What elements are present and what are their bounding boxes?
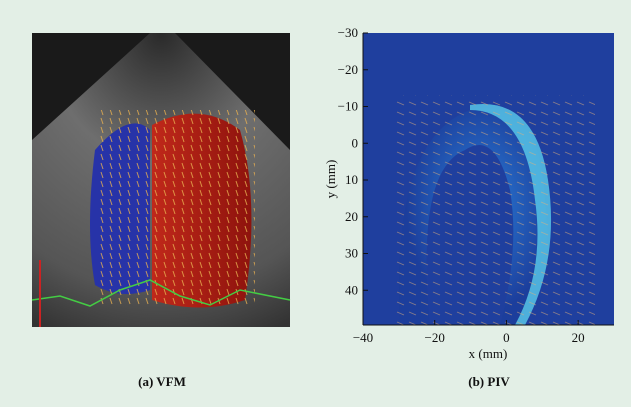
y-tick-label: −20 xyxy=(338,62,358,77)
caption: (b) PIV xyxy=(468,374,510,389)
x-tick-label: −40 xyxy=(353,330,373,345)
y-axis-label: y (mm) xyxy=(323,160,338,199)
vfm-image xyxy=(31,33,291,327)
caption: (a) VFM xyxy=(138,374,186,389)
y-tick-label: −10 xyxy=(338,99,358,114)
x-tick-label: 20 xyxy=(572,330,585,345)
y-tick-label: 40 xyxy=(345,282,358,297)
y-tick-label: −30 xyxy=(338,25,358,40)
x-tick-label: −20 xyxy=(425,330,445,345)
y-tick-label: 0 xyxy=(352,135,359,150)
x-tick-label: 0 xyxy=(503,330,510,345)
y-tick-label: 30 xyxy=(345,246,358,261)
piv-image xyxy=(363,33,614,325)
piv-axes xyxy=(362,33,614,326)
x-axis-label: x (mm) xyxy=(469,346,508,361)
y-tick-label: 10 xyxy=(345,172,358,187)
y-tick-label: 20 xyxy=(345,209,358,224)
